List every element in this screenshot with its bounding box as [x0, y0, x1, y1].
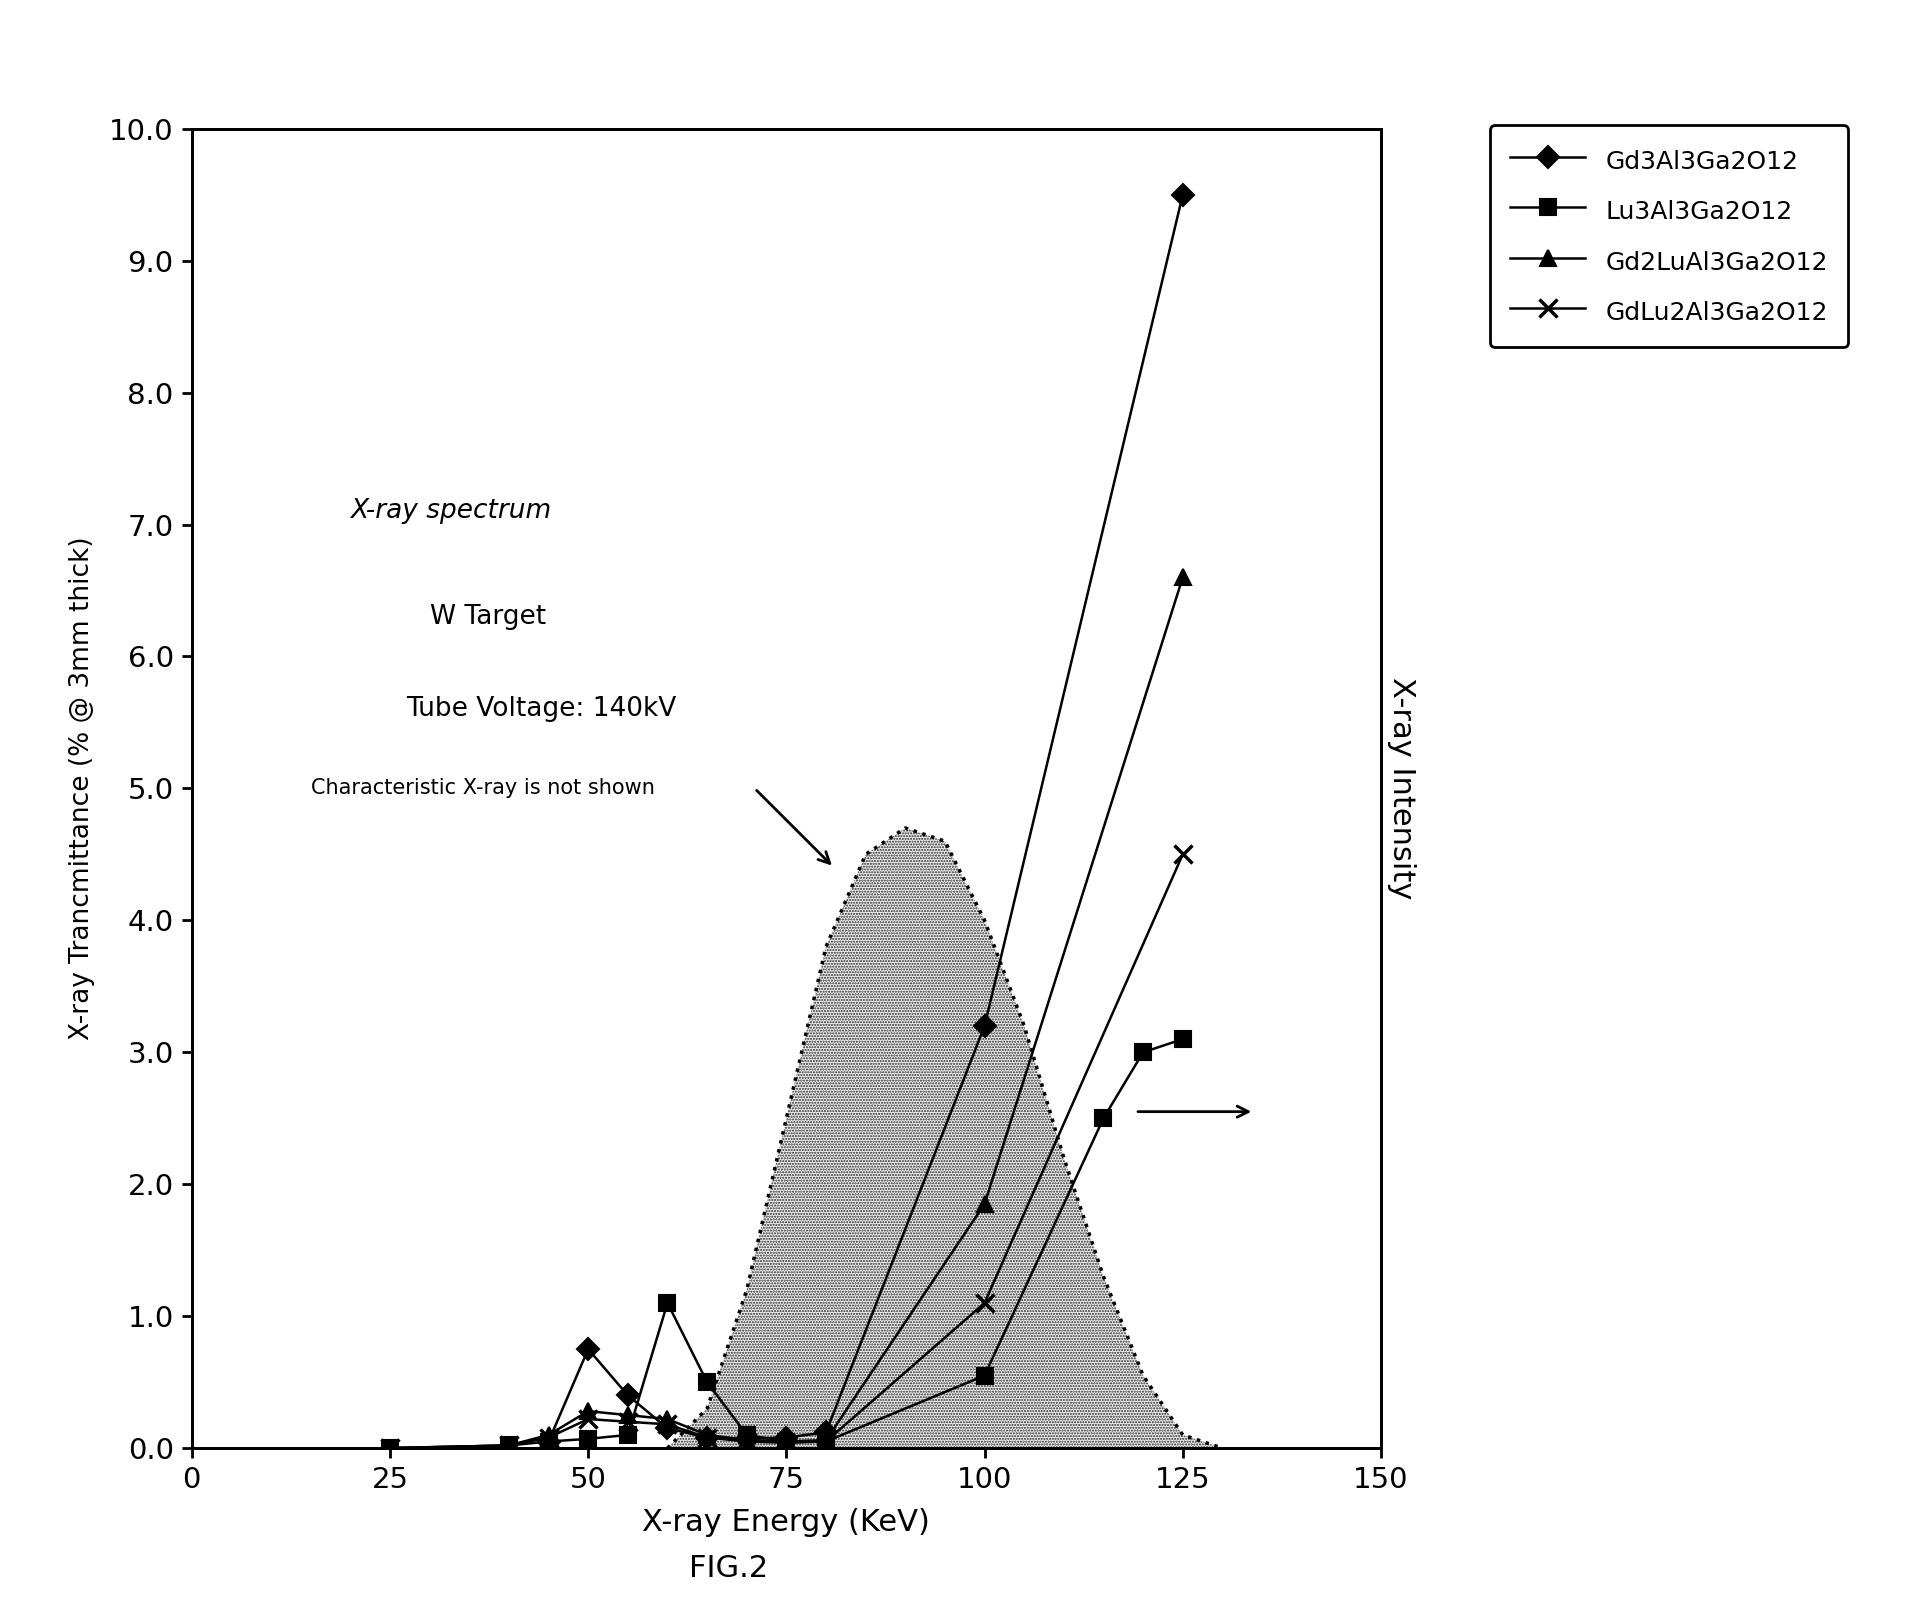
- GdLu2Al3Ga2O12: [497, 1435, 520, 1455]
- Lu3Al3Ga2O12: [497, 1435, 520, 1455]
- Text: X-ray spectrum: X-ray spectrum: [351, 499, 552, 525]
- Gd2LuAl3Ga2O12: [775, 1432, 798, 1451]
- Y-axis label: X-ray Trancmittance (% @ 3mm thick): X-ray Trancmittance (% @ 3mm thick): [69, 536, 96, 1041]
- Lu3Al3Ga2O12: [1091, 1109, 1114, 1128]
- GdLu2Al3Ga2O12: [696, 1427, 719, 1446]
- GdLu2Al3Ga2O12: [815, 1432, 838, 1451]
- Y-axis label: X-ray Intensity: X-ray Intensity: [1387, 677, 1415, 899]
- Gd2LuAl3Ga2O12: [577, 1401, 600, 1421]
- Lu3Al3Ga2O12: [616, 1426, 639, 1445]
- Lu3Al3Ga2O12: [656, 1294, 679, 1313]
- Gd2LuAl3Ga2O12: [815, 1430, 838, 1450]
- Lu3Al3Ga2O12: [1172, 1030, 1195, 1049]
- Lu3Al3Ga2O12: [1132, 1043, 1155, 1062]
- GdLu2Al3Ga2O12: [616, 1413, 639, 1432]
- GdLu2Al3Ga2O12: [1172, 845, 1195, 864]
- Lu3Al3Ga2O12: [775, 1432, 798, 1451]
- Line: Gd3Al3Ga2O12: Gd3Al3Ga2O12: [541, 187, 1191, 1450]
- Text: Tube Voltage: 140kV: Tube Voltage: 140kV: [407, 697, 677, 722]
- Text: W Target: W Target: [430, 603, 547, 629]
- GdLu2Al3Ga2O12: [378, 1438, 401, 1458]
- Text: FIG.2: FIG.2: [689, 1554, 769, 1583]
- Lu3Al3Ga2O12: [577, 1429, 600, 1448]
- Gd3Al3Ga2O12: [696, 1427, 719, 1446]
- Line: Lu3Al3Ga2O12: Lu3Al3Ga2O12: [382, 1031, 1191, 1456]
- Gd2LuAl3Ga2O12: [537, 1426, 560, 1445]
- GdLu2Al3Ga2O12: [537, 1427, 560, 1446]
- GdLu2Al3Ga2O12: [656, 1414, 679, 1434]
- Gd3Al3Ga2O12: [775, 1427, 798, 1446]
- GdLu2Al3Ga2O12: [972, 1294, 995, 1313]
- Gd3Al3Ga2O12: [972, 1017, 995, 1036]
- Gd2LuAl3Ga2O12: [656, 1409, 679, 1429]
- Gd2LuAl3Ga2O12: [696, 1426, 719, 1445]
- Gd3Al3Ga2O12: [1172, 185, 1195, 204]
- GdLu2Al3Ga2O12: [735, 1432, 758, 1451]
- Legend: Gd3Al3Ga2O12, Lu3Al3Ga2O12, Gd2LuAl3Ga2O12, GdLu2Al3Ga2O12: Gd3Al3Ga2O12, Lu3Al3Ga2O12, Gd2LuAl3Ga2O…: [1490, 126, 1847, 348]
- X-axis label: X-ray Energy (KeV): X-ray Energy (KeV): [643, 1508, 930, 1537]
- Gd3Al3Ga2O12: [537, 1432, 560, 1451]
- Lu3Al3Ga2O12: [378, 1438, 401, 1458]
- Line: Gd2LuAl3Ga2O12: Gd2LuAl3Ga2O12: [382, 570, 1191, 1456]
- Lu3Al3Ga2O12: [696, 1372, 719, 1392]
- Line: GdLu2Al3Ga2O12: GdLu2Al3Ga2O12: [382, 845, 1191, 1458]
- Gd3Al3Ga2O12: [616, 1385, 639, 1405]
- Gd3Al3Ga2O12: [735, 1429, 758, 1448]
- Gd3Al3Ga2O12: [815, 1422, 838, 1442]
- GdLu2Al3Ga2O12: [577, 1409, 600, 1429]
- Text: Characteristic X-ray is not shown: Characteristic X-ray is not shown: [311, 779, 654, 798]
- Gd2LuAl3Ga2O12: [497, 1435, 520, 1455]
- Gd2LuAl3Ga2O12: [1172, 568, 1195, 587]
- Gd2LuAl3Ga2O12: [972, 1194, 995, 1213]
- GdLu2Al3Ga2O12: [775, 1434, 798, 1453]
- Gd2LuAl3Ga2O12: [735, 1430, 758, 1450]
- Lu3Al3Ga2O12: [735, 1426, 758, 1445]
- Gd3Al3Ga2O12: [577, 1339, 600, 1358]
- Gd2LuAl3Ga2O12: [616, 1406, 639, 1426]
- Gd3Al3Ga2O12: [656, 1419, 679, 1438]
- Lu3Al3Ga2O12: [972, 1366, 995, 1385]
- Gd2LuAl3Ga2O12: [378, 1438, 401, 1458]
- Lu3Al3Ga2O12: [815, 1432, 838, 1451]
- Lu3Al3Ga2O12: [537, 1432, 560, 1451]
